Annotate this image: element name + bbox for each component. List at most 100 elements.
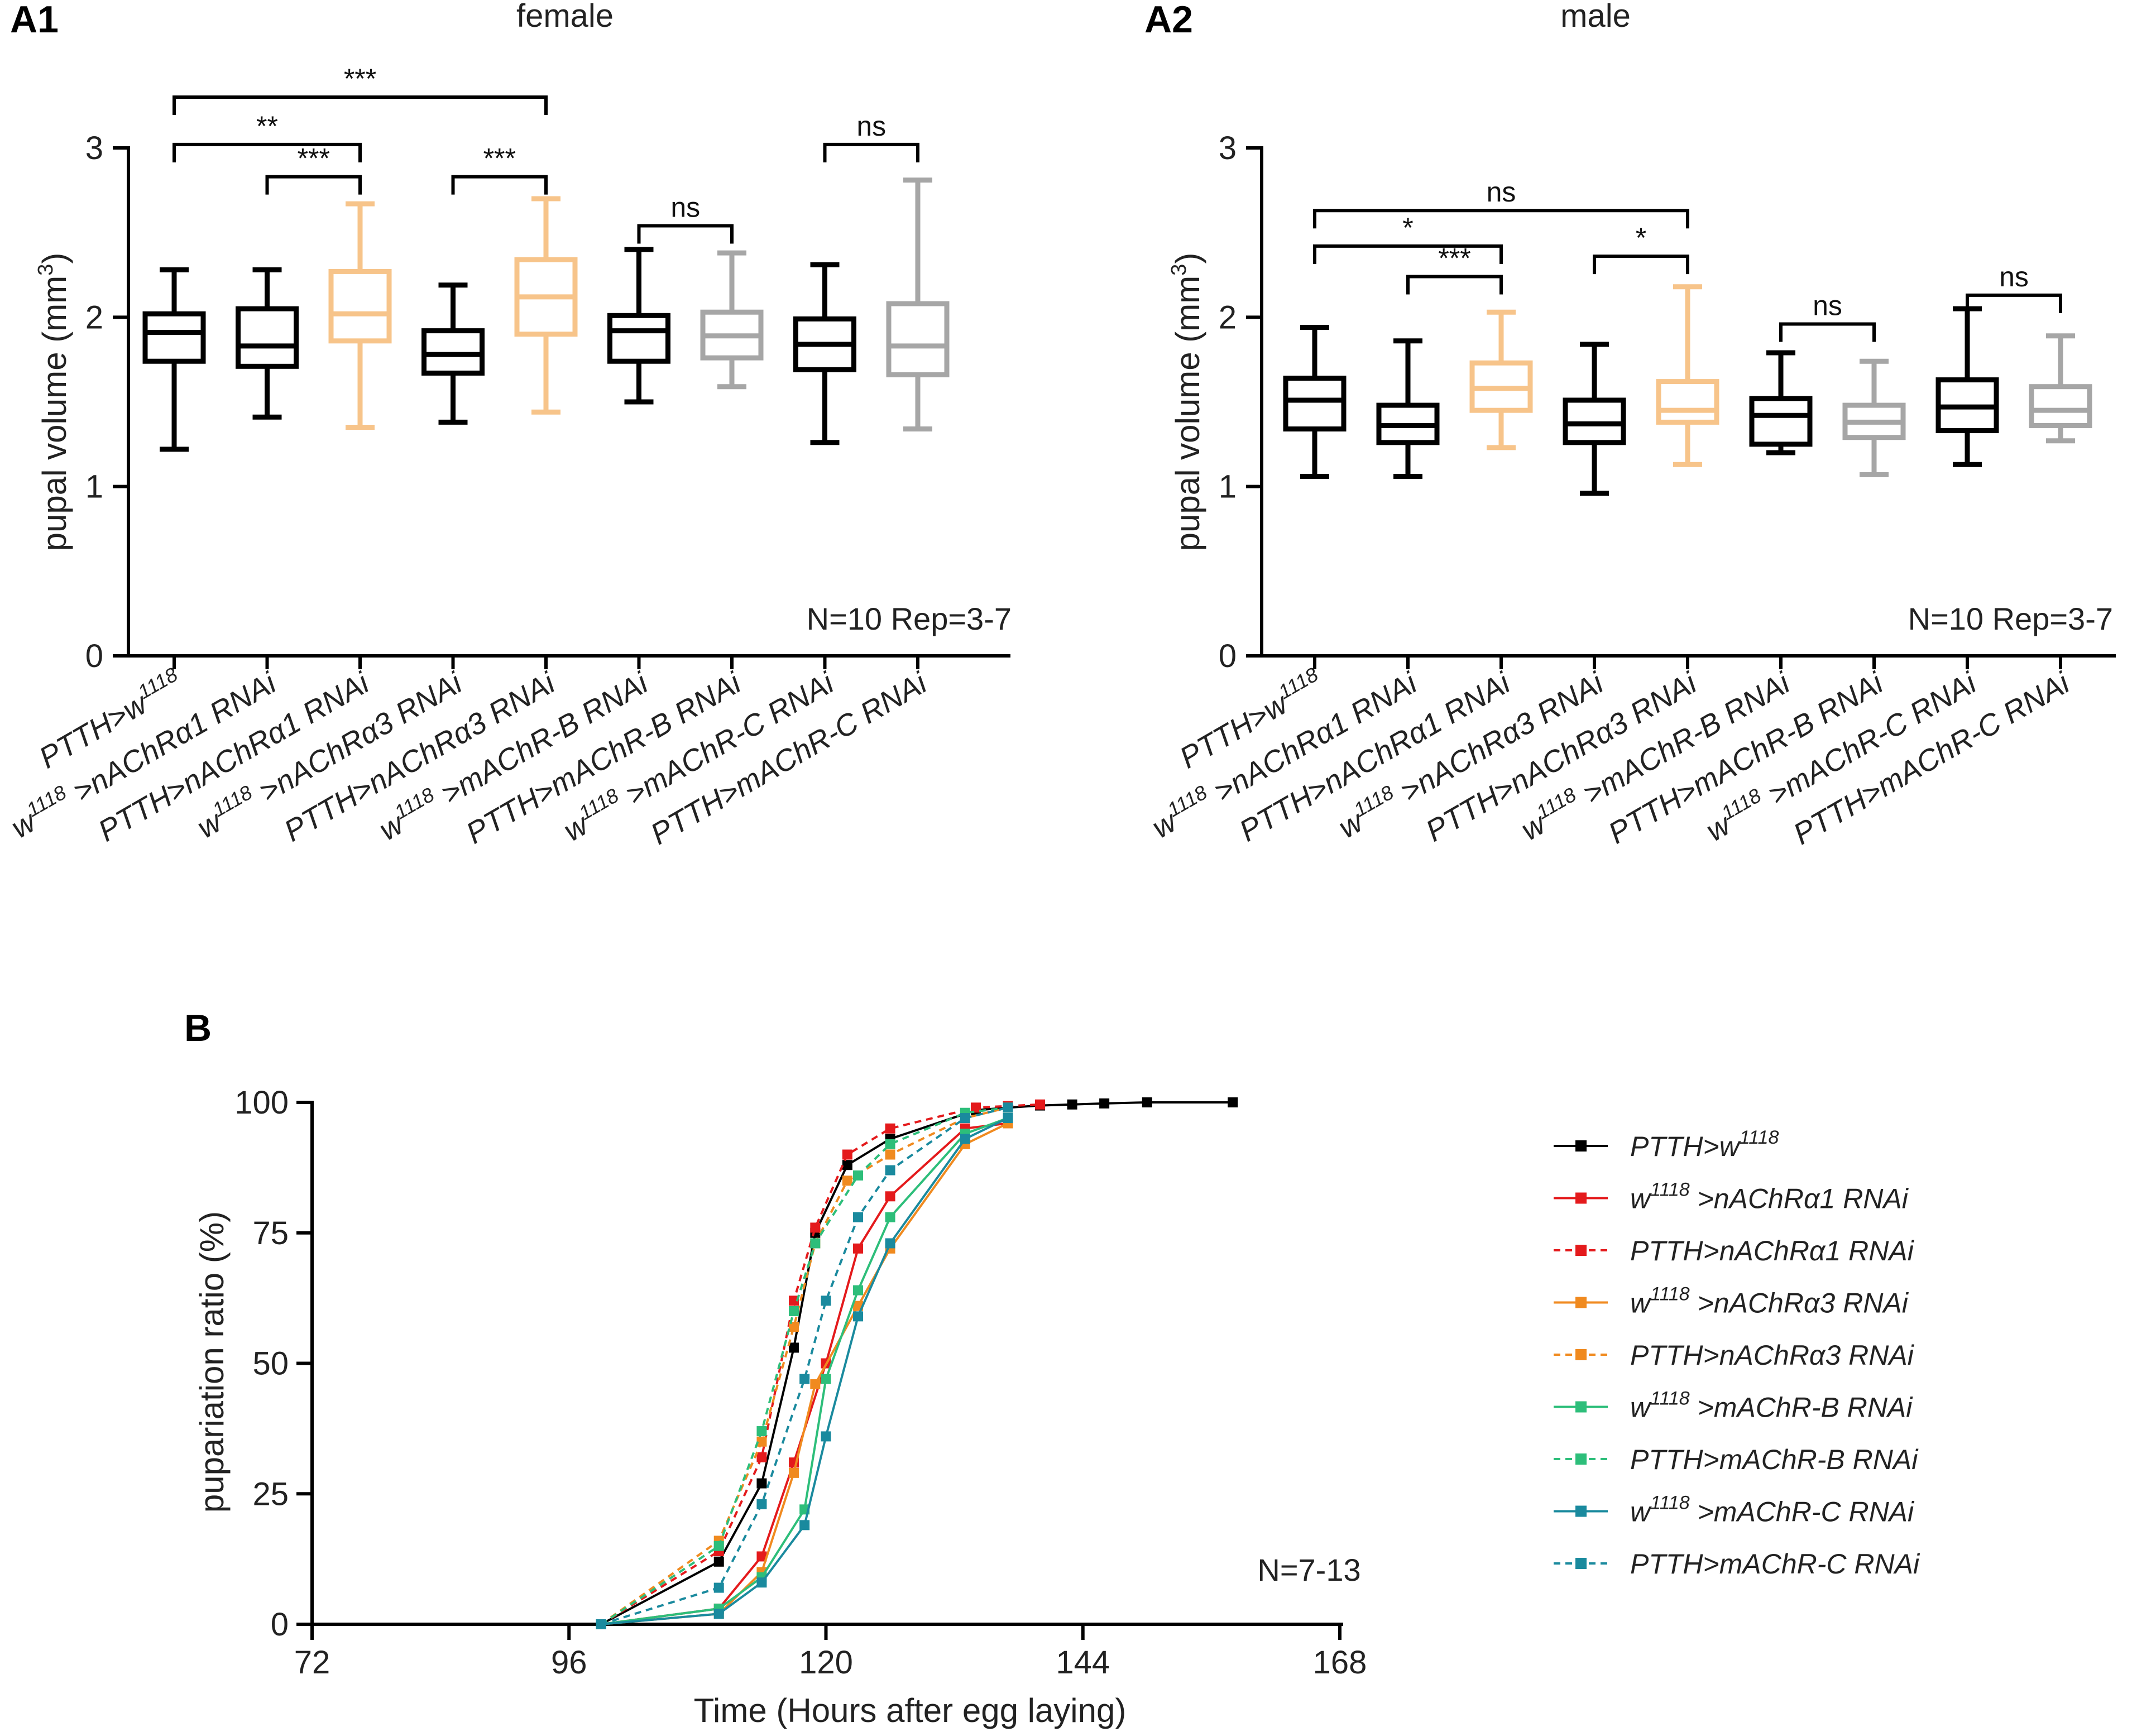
box-iqr (2029, 384, 2092, 428)
a1-ytick-label: 2 (85, 299, 103, 335)
significance-label: ns (1813, 290, 1842, 321)
a1-box-7 (793, 262, 856, 445)
a1-box-2 (328, 201, 392, 430)
legend-marker (1575, 1349, 1587, 1360)
panel-label-b: B (184, 1007, 212, 1049)
a2-y-ticks: 0 1 2 3 (1219, 130, 1262, 674)
a2-box-4 (1656, 284, 1719, 467)
b-xtick-label: 72 (294, 1644, 330, 1681)
b-series-8 (596, 1102, 1013, 1629)
data-point (788, 1467, 799, 1478)
bracket-line (1966, 293, 2062, 313)
significance-label: ** (256, 111, 278, 142)
significance-label: *** (298, 143, 330, 174)
box-iqr (236, 306, 299, 369)
data-point (960, 1134, 970, 1144)
data-point (842, 1160, 852, 1170)
box-iqr (142, 311, 206, 364)
a1-bracket-0: *** (173, 63, 548, 115)
data-point (885, 1139, 895, 1149)
a2-box-2 (1469, 309, 1533, 450)
b-series (596, 1097, 1238, 1629)
a1-bracket-2: *** (265, 143, 362, 195)
data-point (799, 1374, 810, 1384)
a1-box-4 (514, 196, 578, 415)
legend-marker (1575, 1453, 1587, 1465)
legend-item-5: w1118 >mAChR-B RNAi (1554, 1388, 1913, 1423)
b-xtick-label: 120 (799, 1644, 853, 1681)
data-point (810, 1379, 821, 1389)
data-point (853, 1285, 864, 1296)
a1-box-1 (236, 267, 299, 420)
data-point (713, 1556, 724, 1567)
legend-label: PTTH>mAChR-B RNAi (1630, 1444, 1919, 1475)
data-point (1228, 1097, 1238, 1107)
a2-ytick-label: 1 (1219, 469, 1237, 505)
data-point (1099, 1098, 1110, 1109)
series-line (601, 1106, 1008, 1625)
legend-item-7: w1118 >mAChR-C RNAi (1554, 1493, 1915, 1528)
legend-label: PTTH>nAChRα3 RNAi (1630, 1340, 1915, 1371)
data-point (810, 1238, 821, 1249)
data-point (1067, 1099, 1077, 1110)
legend-item-4: PTTH>nAChRα3 RNAi (1554, 1340, 1915, 1371)
a2-boxes (1283, 284, 2092, 496)
a1-boxes (142, 177, 950, 452)
data-point (756, 1426, 767, 1437)
data-point (788, 1306, 799, 1316)
a1-ytick-label: 3 (85, 130, 103, 166)
box-iqr (1749, 396, 1813, 447)
box-iqr (1656, 379, 1719, 425)
b-sample-size: N=7-13 (1257, 1552, 1360, 1587)
bracket-line (451, 175, 548, 195)
a2-box-0 (1283, 325, 1347, 479)
significance-label: * (1402, 212, 1413, 243)
data-point (1035, 1099, 1046, 1110)
a1-box-8 (886, 177, 950, 432)
data-point (853, 1243, 864, 1254)
data-point (788, 1322, 799, 1332)
data-point (756, 1577, 767, 1588)
data-point (1142, 1097, 1152, 1107)
a1-ytick-label: 0 (85, 638, 103, 674)
data-point (713, 1541, 724, 1551)
b-ytick-label: 0 (271, 1606, 289, 1643)
bracket-line (637, 224, 734, 244)
bracket-line (265, 175, 362, 195)
legend-marker (1575, 1558, 1587, 1569)
a1-box-0 (142, 267, 206, 452)
data-point (960, 1113, 970, 1124)
a1-y-ticks: 0 1 2 3 (85, 130, 128, 674)
legend-item-6: PTTH>mAChR-B RNAi (1554, 1444, 1919, 1475)
b-ytick-label: 50 (252, 1346, 289, 1382)
data-point (853, 1311, 864, 1322)
data-point (756, 1478, 767, 1489)
a2-bracket-4: ns (1779, 290, 1876, 342)
panel-label-a2: A2 (1144, 0, 1193, 41)
a1-sample-size: N=10 Rep=3-7 (807, 601, 1012, 636)
legend-label: PTTH>nAChRα1 RNAi (1630, 1235, 1915, 1266)
a2-title: male (1560, 0, 1631, 34)
legend-marker (1575, 1401, 1587, 1413)
a2-ytick-label: 3 (1219, 130, 1237, 166)
bracket-line (1406, 275, 1503, 295)
data-point (885, 1191, 895, 1202)
a1-box-5 (607, 247, 670, 405)
data-point (713, 1582, 724, 1593)
a2-ytick-label: 0 (1219, 638, 1237, 674)
a2-y-axis-label: pupal volume (mm3) (1167, 253, 1206, 551)
bracket-line (173, 95, 548, 115)
b-y-ticks: 0 25 50 75 100 (234, 1085, 312, 1643)
a1-bracket-4: ns (637, 192, 734, 244)
box-iqr (607, 313, 670, 364)
b-xtick-label: 168 (1313, 1644, 1367, 1681)
b-series-7 (596, 1113, 1013, 1629)
a2-bracket-3: * (1593, 222, 1689, 275)
data-point (885, 1123, 895, 1134)
a1-bracket-5: ns (823, 111, 919, 162)
data-point (821, 1431, 831, 1442)
legend-item-8: PTTH>mAChR-C RNAi (1554, 1548, 1920, 1580)
legend-marker (1575, 1192, 1587, 1204)
